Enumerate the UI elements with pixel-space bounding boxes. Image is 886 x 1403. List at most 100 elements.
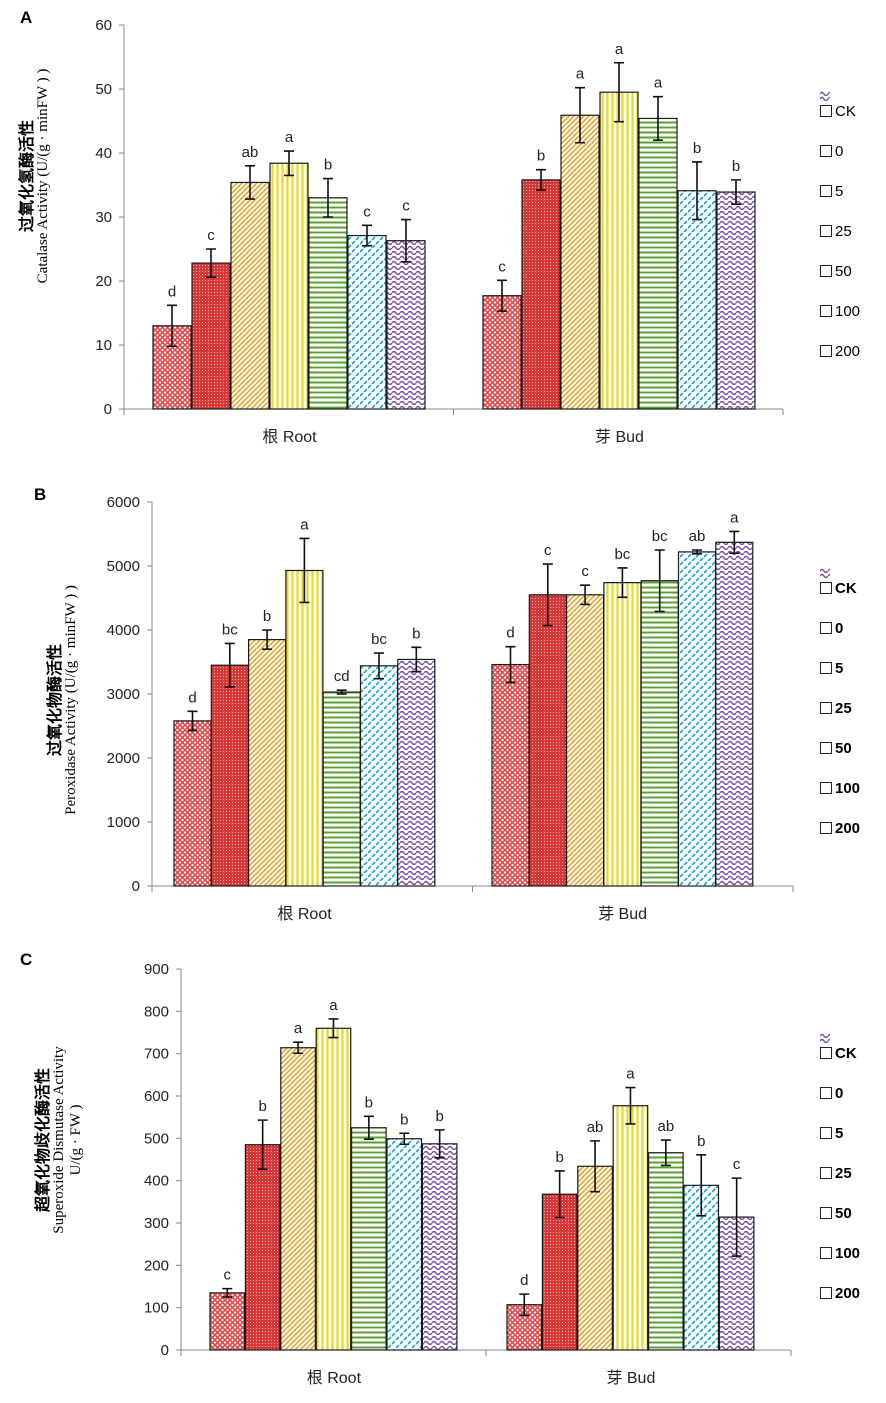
error-bar xyxy=(245,165,255,200)
legend-item-0: 0 xyxy=(820,568,860,648)
panel-letter-c: C xyxy=(20,950,33,969)
error-bar xyxy=(293,1041,304,1055)
significance-letter: a xyxy=(576,66,585,83)
legend-label: 200 xyxy=(835,1284,861,1302)
error-bar xyxy=(590,1140,601,1193)
significance-letter: a xyxy=(615,41,624,58)
y-tick-label: 1000 xyxy=(107,814,140,831)
legend-swatch xyxy=(820,568,832,754)
legend-label: 0 xyxy=(835,142,844,160)
significance-letter: ab xyxy=(587,1119,604,1136)
error-bar xyxy=(505,645,516,684)
significance-letter: c xyxy=(581,563,589,580)
bar-200-bud xyxy=(716,191,756,410)
legend-label: 200 xyxy=(835,819,861,837)
y-tick-label: 0 xyxy=(161,1342,169,1359)
legend-label: 25 xyxy=(835,699,852,717)
legend-swatch xyxy=(820,568,832,714)
legend-item-50: 50 xyxy=(820,568,860,768)
legend-label: 5 xyxy=(835,182,844,200)
legend-swatch xyxy=(820,568,832,594)
significance-letter: b xyxy=(263,608,271,625)
error-bar xyxy=(580,584,591,606)
panel-letter-b: B xyxy=(34,485,47,504)
category-label: 根 Root xyxy=(277,905,332,923)
legend-swatch xyxy=(820,1033,832,1099)
y-tick-label: 6000 xyxy=(107,494,140,511)
bar-0-root xyxy=(210,664,249,887)
y-tick-label: 200 xyxy=(144,1257,169,1274)
chart-panel-a: A 过氧化氢酶活性 Catalase Activity (U/(g · minF… xyxy=(0,0,886,465)
legend-b: CK 0 5 25 50 100 200 xyxy=(820,568,860,848)
legend-swatch xyxy=(820,1033,832,1259)
error-bar xyxy=(542,563,553,627)
significance-letter: a xyxy=(294,1020,303,1037)
legend-swatch xyxy=(820,1033,832,1179)
y-tick-label: 0 xyxy=(132,878,140,895)
legend-swatch xyxy=(820,1033,832,1219)
significance-letter: ab xyxy=(242,144,259,161)
bar-25-bud xyxy=(603,582,642,887)
significance-letter: a xyxy=(300,516,309,533)
category-label: 芽 Bud xyxy=(595,428,644,446)
error-bar xyxy=(362,224,372,247)
error-bar xyxy=(614,61,624,123)
error-bar xyxy=(660,1139,671,1167)
bar-200-root xyxy=(386,240,426,410)
y-tick-label: 800 xyxy=(144,1003,169,1020)
legend-label: 100 xyxy=(835,1244,861,1262)
legend-swatch xyxy=(820,91,832,277)
significance-letter: a xyxy=(329,997,338,1014)
legend-swatch xyxy=(820,91,832,357)
error-bar xyxy=(399,1132,410,1146)
y-tick-label: 50 xyxy=(95,81,112,98)
legend-label: 25 xyxy=(835,222,852,240)
significance-letter: a xyxy=(626,1066,635,1083)
bar-5-root xyxy=(230,181,270,410)
bar-5-root xyxy=(280,1047,316,1351)
category-label: 芽 Bud xyxy=(598,905,647,923)
bar-200-root xyxy=(421,1143,458,1351)
legend-label: 50 xyxy=(835,1204,852,1222)
legend-swatch xyxy=(820,1033,832,1059)
legend-label: CK xyxy=(835,102,856,120)
y-tick-label: 100 xyxy=(144,1300,169,1317)
significance-letter: b xyxy=(693,140,701,157)
error-bar xyxy=(731,1177,742,1257)
y-tick-label: 3000 xyxy=(107,686,140,703)
y-tick-label: 500 xyxy=(144,1130,169,1147)
bar-50-bud xyxy=(647,1152,684,1351)
bar-25-root xyxy=(269,162,309,410)
legend-item-5: 5 xyxy=(820,1033,860,1153)
bar-5-root xyxy=(248,639,287,887)
y-tick-label: 600 xyxy=(144,1088,169,1105)
legend-swatch xyxy=(820,568,832,674)
error-bar xyxy=(401,218,411,263)
category-label: 根 Root xyxy=(262,428,317,446)
error-bar xyxy=(497,279,507,312)
significance-letter: b xyxy=(324,157,332,174)
bar-50-root xyxy=(322,691,361,887)
category-label: 芽 Bud xyxy=(606,1369,655,1387)
legend-label: 5 xyxy=(835,1124,844,1142)
legend-c: CK 0 5 25 50 100 200 xyxy=(820,1033,860,1313)
significance-letter: c xyxy=(224,1267,232,1284)
bar-0-bud xyxy=(528,594,567,887)
error-bar xyxy=(222,1287,233,1298)
error-bar xyxy=(692,161,702,221)
significance-letter: b xyxy=(412,625,420,642)
bar-100-bud xyxy=(683,1184,720,1351)
bar-100-root xyxy=(359,665,399,887)
bar-50-bud xyxy=(640,580,679,887)
legend-label: 100 xyxy=(835,779,861,797)
error-bar xyxy=(262,629,273,650)
significance-letter: c xyxy=(402,198,410,215)
legend-swatch xyxy=(820,91,832,157)
error-bar xyxy=(299,537,310,604)
error-bar xyxy=(536,168,546,191)
error-bar xyxy=(653,95,663,141)
significance-letter: b xyxy=(732,158,740,175)
y-tick-label: 700 xyxy=(144,1046,169,1063)
legend-label: 100 xyxy=(835,302,861,320)
legend-item-50: 50 xyxy=(820,91,860,291)
